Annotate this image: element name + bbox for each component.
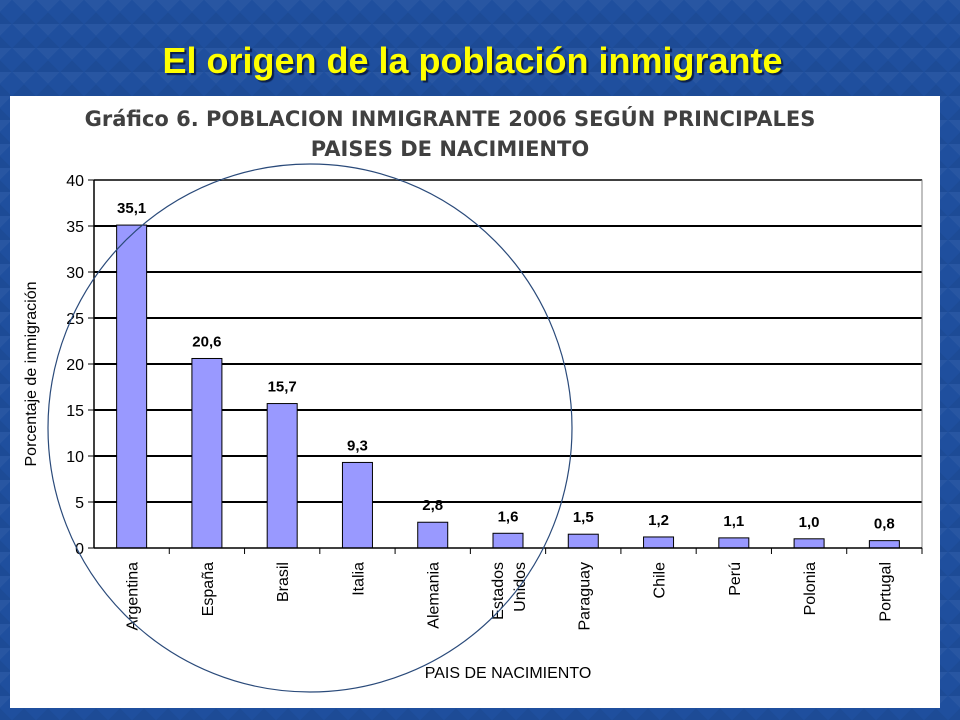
category-label-line: Polonia: [802, 562, 819, 615]
bar: [643, 536, 675, 549]
category-label-line: Estados: [490, 562, 507, 620]
data-label: 15,7: [268, 379, 297, 396]
bar: [116, 224, 148, 549]
bar: [266, 403, 298, 549]
y-tick-label: 20: [66, 357, 84, 374]
category-label-line: Alemania: [426, 562, 443, 629]
chart-title-line: PAISES DE NACIMIENTO: [311, 137, 589, 161]
category-label: Perú: [727, 562, 744, 596]
data-label: 20,6: [192, 333, 221, 350]
category-label-line: Brasil: [275, 562, 292, 602]
y-tick-label: 35: [66, 219, 84, 236]
data-label: 1,5: [573, 509, 594, 526]
data-label: 1,0: [799, 514, 820, 531]
category-label: Alemania: [426, 562, 443, 629]
category-label-line: Portugal: [877, 562, 894, 622]
category-label-line: Unidos: [512, 562, 529, 612]
y-tick-label: 25: [66, 311, 84, 328]
category-label-line: Chile: [652, 562, 669, 599]
category-label-line: Paraguay: [576, 562, 593, 631]
category-label-line: Italia: [350, 562, 367, 596]
bar: [492, 532, 524, 549]
category-label: Italia: [350, 562, 367, 596]
category-label-line: Perú: [727, 562, 744, 596]
category-label: Chile: [652, 562, 669, 599]
data-label: 35,1: [117, 200, 146, 217]
y-axis-label: Porcentaje de inmigración: [23, 282, 40, 467]
category-label: España: [200, 562, 217, 616]
bar: [793, 538, 825, 549]
y-tick-label: 30: [66, 265, 84, 282]
data-label: 9,3: [347, 437, 368, 454]
category-label: Brasil: [275, 562, 292, 602]
category-label: Argentina: [125, 562, 142, 631]
bar: [567, 533, 599, 549]
x-axis-label: PAIS DE NACIMIENTO: [425, 665, 592, 682]
category-label: Estados Unidos: [490, 562, 529, 620]
data-label: 2,8: [422, 497, 443, 514]
bar: [718, 537, 750, 549]
bar-chart: Gráfico 6. POBLACION INMIGRANTE 2006 SEG…: [23, 106, 923, 693]
bar: [341, 461, 373, 549]
y-tick-label: 10: [66, 449, 84, 466]
category-label: Paraguay: [576, 562, 593, 631]
chart-panel: Gráfico 6. POBLACION INMIGRANTE 2006 SEG…: [10, 96, 940, 708]
y-tick-label: 5: [75, 495, 84, 512]
category-label-line: España: [200, 562, 217, 616]
data-label: 1,2: [648, 512, 669, 529]
data-label: 1,1: [723, 513, 744, 530]
y-tick-label: 40: [66, 173, 84, 190]
bar: [868, 540, 900, 549]
data-label: 0,8: [874, 516, 895, 533]
category-label-line: Argentina: [125, 562, 142, 631]
chart-title-line: Gráfico 6. POBLACION INMIGRANTE 2006 SEG…: [85, 106, 816, 131]
bar: [417, 521, 449, 549]
slide-title: El origen de la población inmigrante: [162, 40, 783, 81]
category-label: Polonia: [802, 562, 819, 615]
bar: [191, 357, 223, 549]
y-tick-label: 0: [75, 541, 84, 558]
highlight-circle: [47, 163, 573, 693]
data-label: 1,6: [498, 508, 519, 525]
category-label: Portugal: [877, 562, 894, 622]
y-tick-label: 15: [66, 403, 84, 420]
